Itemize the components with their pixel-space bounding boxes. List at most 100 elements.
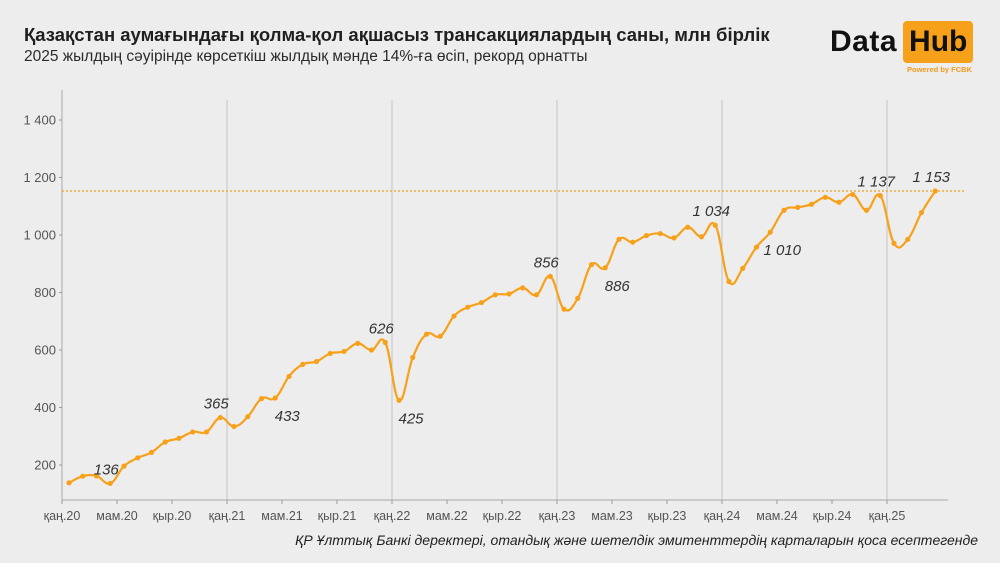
data-point xyxy=(478,299,485,306)
data-point xyxy=(107,480,113,486)
data-point xyxy=(121,463,127,469)
data-point xyxy=(795,204,801,210)
y-tick-label: 400 xyxy=(34,400,56,415)
x-tick-label: мам.20 xyxy=(96,509,138,523)
y-tick-label: 800 xyxy=(34,285,56,300)
data-point xyxy=(836,199,842,205)
x-tick-label: мам.22 xyxy=(426,509,468,523)
x-tick-label: қыр.20 xyxy=(153,509,192,523)
x-tick-label: қыр.23 xyxy=(648,509,687,523)
data-point xyxy=(327,350,333,357)
data-point xyxy=(905,236,911,242)
data-point xyxy=(93,473,100,479)
data-point xyxy=(437,333,443,339)
logo-data-text: Data xyxy=(830,25,898,58)
chart-gridlines xyxy=(226,100,888,500)
data-point xyxy=(643,232,650,239)
data-point xyxy=(396,397,402,403)
data-point xyxy=(148,449,155,455)
data-label: 365 xyxy=(204,396,230,413)
data-point xyxy=(258,395,265,402)
y-tick-label: 1 400 xyxy=(23,113,56,128)
data-point xyxy=(506,291,512,297)
data-point xyxy=(368,347,375,353)
data-point xyxy=(286,373,292,380)
data-point xyxy=(492,292,498,298)
data-point xyxy=(231,423,237,430)
x-tick-label: мам.24 xyxy=(756,509,798,523)
data-label: 626 xyxy=(369,321,395,338)
data-point xyxy=(657,230,663,237)
data-point xyxy=(341,348,347,355)
data-point xyxy=(588,262,595,268)
data-point xyxy=(671,235,677,241)
data-point xyxy=(520,285,526,291)
x-tick-label: мам.23 xyxy=(591,509,633,523)
data-point xyxy=(66,480,72,486)
data-label: 433 xyxy=(275,408,301,425)
x-tick-label: қаң.21 xyxy=(209,509,246,523)
data-point xyxy=(767,229,773,235)
data-point xyxy=(135,455,141,461)
data-label: 425 xyxy=(398,410,424,427)
x-tick-label: қаң.20 xyxy=(44,509,81,523)
data-point xyxy=(561,306,567,312)
datahub-logo: Data Hub xyxy=(830,21,974,63)
data-point xyxy=(740,265,746,271)
data-point xyxy=(616,236,622,242)
data-point xyxy=(712,222,718,228)
chart-title: Қазақстан аумағындағы қолма-қол ақшасыз … xyxy=(24,24,770,45)
data-point xyxy=(726,278,732,285)
data-point xyxy=(451,313,457,319)
y-tick-label: 1 000 xyxy=(23,228,56,243)
y-tick-label: 600 xyxy=(34,343,56,358)
data-point xyxy=(850,191,856,198)
logo-powered-by: Powered by FCBK xyxy=(907,65,973,74)
data-point xyxy=(630,239,636,245)
data-point xyxy=(877,193,883,199)
data-point xyxy=(533,292,540,298)
data-point xyxy=(300,361,306,367)
data-point xyxy=(80,473,86,479)
data-point xyxy=(355,340,361,346)
data-point xyxy=(217,414,223,421)
data-point xyxy=(547,273,553,279)
data-point xyxy=(602,265,608,271)
data-label: 856 xyxy=(534,254,560,271)
data-point xyxy=(918,209,925,216)
data-point xyxy=(176,435,182,441)
chart-subtitle: 2025 жылдың сәуірінде көрсеткіш жылдық м… xyxy=(24,48,588,65)
data-point xyxy=(822,194,828,200)
data-point xyxy=(190,429,196,435)
data-point xyxy=(410,354,416,361)
x-tick-label: қаң.25 xyxy=(869,509,906,523)
x-tick-label: қыр.24 xyxy=(813,509,852,523)
data-point xyxy=(863,207,870,213)
data-label: 136 xyxy=(94,461,120,478)
data-point xyxy=(465,304,471,310)
source-note: ҚР Ұлттық Банкі деректері, отандық және … xyxy=(295,532,978,548)
data-point xyxy=(272,395,278,401)
data-label: 1 010 xyxy=(763,242,801,259)
data-label: 1 137 xyxy=(857,174,895,191)
x-tick-label: қыр.21 xyxy=(318,509,357,523)
data-point xyxy=(698,234,705,240)
data-point xyxy=(753,244,760,250)
data-point xyxy=(245,414,251,420)
data-point xyxy=(162,439,168,445)
x-tick-label: мам.21 xyxy=(261,509,303,523)
data-point xyxy=(382,339,388,346)
x-tick-label: қаң.22 xyxy=(374,509,411,523)
data-series xyxy=(66,188,938,486)
x-tick-label: қыр.22 xyxy=(483,509,522,523)
data-point xyxy=(685,224,691,230)
data-label: 1 153 xyxy=(912,169,950,186)
data-point xyxy=(891,240,897,246)
x-tick-label: қаң.24 xyxy=(704,509,741,523)
data-point xyxy=(932,188,938,194)
data-point xyxy=(313,358,320,365)
y-tick-label: 200 xyxy=(34,458,56,473)
data-point xyxy=(808,201,815,207)
series-line xyxy=(68,190,937,485)
